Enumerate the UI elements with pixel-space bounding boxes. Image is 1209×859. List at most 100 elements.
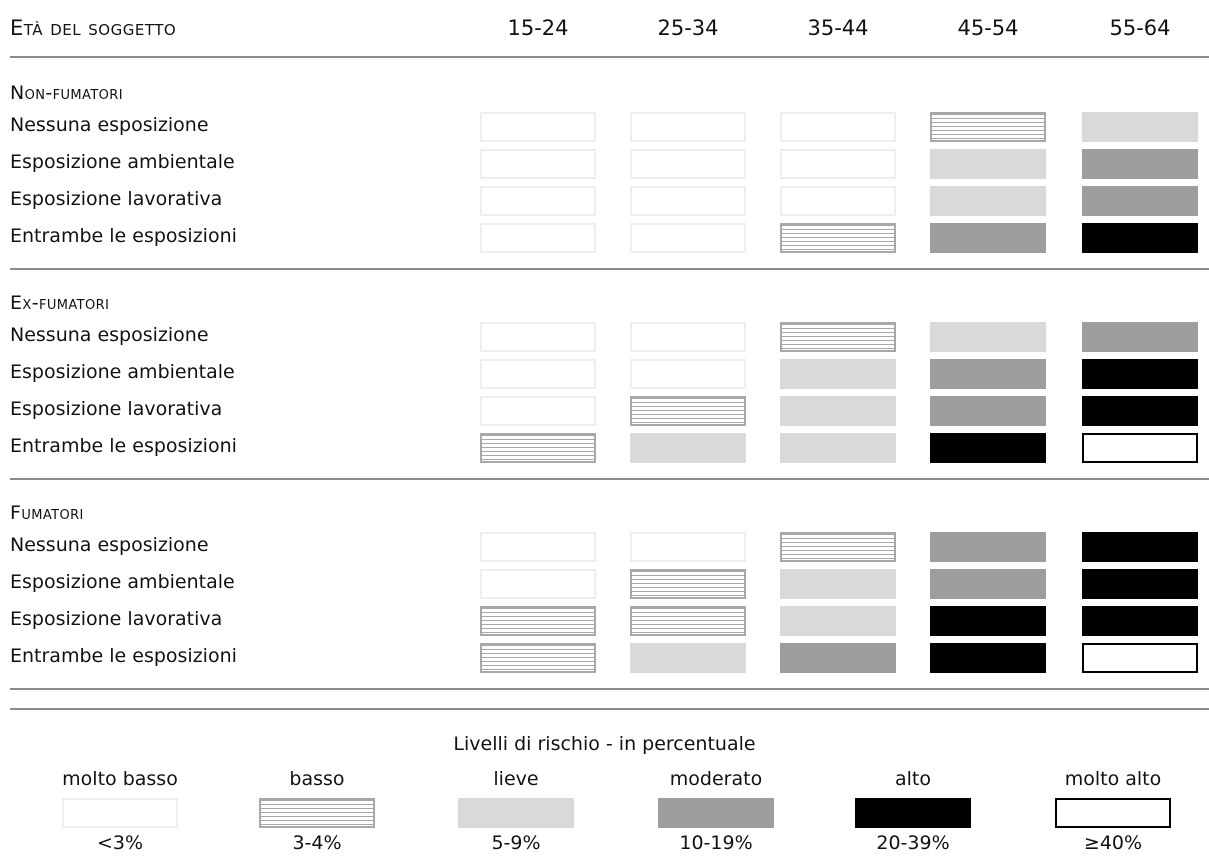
risk-cell bbox=[930, 606, 1046, 636]
risk-cell bbox=[1082, 149, 1198, 179]
risk-cell bbox=[630, 359, 746, 389]
risk-cell bbox=[930, 643, 1046, 673]
legend-swatch bbox=[62, 798, 178, 828]
legend-level-name: molto alto bbox=[1064, 768, 1162, 790]
risk-cell bbox=[630, 643, 746, 673]
age-column-label: 55-64 bbox=[1109, 16, 1171, 40]
row-label: Nessuna esposizione bbox=[10, 534, 209, 556]
legend-level-range: <3% bbox=[96, 832, 144, 854]
age-header-label: Età del soggetto bbox=[10, 16, 177, 40]
legend-level-range: 10-19% bbox=[679, 832, 753, 854]
risk-cell bbox=[930, 532, 1046, 562]
risk-cell bbox=[480, 149, 596, 179]
legend-level-name: basso bbox=[289, 768, 345, 790]
risk-cell bbox=[930, 433, 1046, 463]
group-title: Ex-fumatori bbox=[10, 292, 110, 314]
legend-level-name: alto bbox=[895, 768, 931, 790]
legend-level-range: ≥40% bbox=[1083, 832, 1143, 854]
row-label: Esposizione ambientale bbox=[10, 151, 235, 173]
risk-cell bbox=[930, 149, 1046, 179]
risk-cell bbox=[930, 396, 1046, 426]
risk-cell bbox=[930, 186, 1046, 216]
risk-cell bbox=[630, 112, 746, 142]
legend-level-range: 3-4% bbox=[292, 832, 342, 854]
risk-cell bbox=[780, 186, 896, 216]
risk-cell bbox=[480, 532, 596, 562]
risk-cell bbox=[780, 112, 896, 142]
risk-cell bbox=[1082, 322, 1198, 352]
legend-level-name: moderato bbox=[669, 768, 763, 790]
legend-level-range: 5-9% bbox=[491, 832, 541, 854]
risk-cell bbox=[780, 643, 896, 673]
legend-swatch bbox=[658, 798, 774, 828]
risk-cell bbox=[1082, 532, 1198, 562]
risk-cell bbox=[780, 223, 896, 253]
row-label: Esposizione lavorativa bbox=[10, 188, 223, 210]
legend-level-name: lieve bbox=[493, 768, 539, 790]
risk-cell bbox=[480, 359, 596, 389]
risk-cell bbox=[480, 643, 596, 673]
group-divider bbox=[10, 268, 1209, 270]
risk-cell bbox=[1082, 433, 1198, 463]
risk-cell bbox=[1082, 396, 1198, 426]
risk-cell bbox=[930, 322, 1046, 352]
risk-cell bbox=[630, 396, 746, 426]
risk-cell bbox=[630, 606, 746, 636]
risk-cell bbox=[780, 606, 896, 636]
risk-cell bbox=[930, 112, 1046, 142]
risk-cell bbox=[1082, 569, 1198, 599]
age-column-label: 35-44 bbox=[807, 16, 869, 40]
risk-cell bbox=[630, 433, 746, 463]
risk-cell bbox=[930, 569, 1046, 599]
age-column-label: 15-24 bbox=[507, 16, 569, 40]
risk-cell bbox=[1082, 643, 1198, 673]
risk-cell bbox=[630, 223, 746, 253]
group-title: Non-fumatori bbox=[10, 82, 123, 104]
row-label: Nessuna esposizione bbox=[10, 114, 209, 136]
risk-cell bbox=[480, 396, 596, 426]
legend-swatch bbox=[1055, 798, 1171, 828]
risk-cell bbox=[780, 569, 896, 599]
row-label: Esposizione ambientale bbox=[10, 361, 235, 383]
risk-cell bbox=[780, 433, 896, 463]
legend-swatch bbox=[259, 798, 375, 828]
legend-swatch bbox=[458, 798, 574, 828]
header-divider bbox=[10, 56, 1209, 58]
legend-divider bbox=[10, 708, 1209, 710]
risk-cell bbox=[480, 223, 596, 253]
risk-cell bbox=[930, 223, 1046, 253]
risk-cell bbox=[630, 569, 746, 599]
group-divider bbox=[10, 688, 1209, 690]
legend-title: Livelli di rischio - in percentuale bbox=[453, 733, 756, 755]
risk-cell bbox=[480, 322, 596, 352]
risk-cell bbox=[930, 359, 1046, 389]
risk-cell bbox=[480, 606, 596, 636]
age-column-label: 45-54 bbox=[957, 16, 1019, 40]
risk-cell bbox=[1082, 186, 1198, 216]
risk-cell bbox=[630, 149, 746, 179]
risk-cell bbox=[630, 186, 746, 216]
risk-cell bbox=[630, 322, 746, 352]
risk-cell bbox=[480, 112, 596, 142]
risk-cell bbox=[780, 149, 896, 179]
group-divider bbox=[10, 478, 1209, 480]
row-label: Entrambe le esposizioni bbox=[10, 225, 237, 247]
risk-cell bbox=[780, 322, 896, 352]
risk-cell bbox=[780, 532, 896, 562]
legend-level-name: molto basso bbox=[62, 768, 178, 790]
risk-cell bbox=[1082, 606, 1198, 636]
risk-cell bbox=[480, 433, 596, 463]
risk-cell bbox=[1082, 359, 1198, 389]
risk-cell bbox=[480, 186, 596, 216]
row-label: Nessuna esposizione bbox=[10, 324, 209, 346]
group-title: Fumatori bbox=[10, 502, 84, 524]
risk-cell bbox=[1082, 112, 1198, 142]
row-label: Esposizione lavorativa bbox=[10, 608, 223, 630]
row-label: Esposizione lavorativa bbox=[10, 398, 223, 420]
risk-cell bbox=[780, 396, 896, 426]
risk-cell bbox=[780, 359, 896, 389]
row-label: Esposizione ambientale bbox=[10, 571, 235, 593]
legend-swatch bbox=[855, 798, 971, 828]
risk-cell bbox=[630, 532, 746, 562]
risk-cell bbox=[1082, 223, 1198, 253]
